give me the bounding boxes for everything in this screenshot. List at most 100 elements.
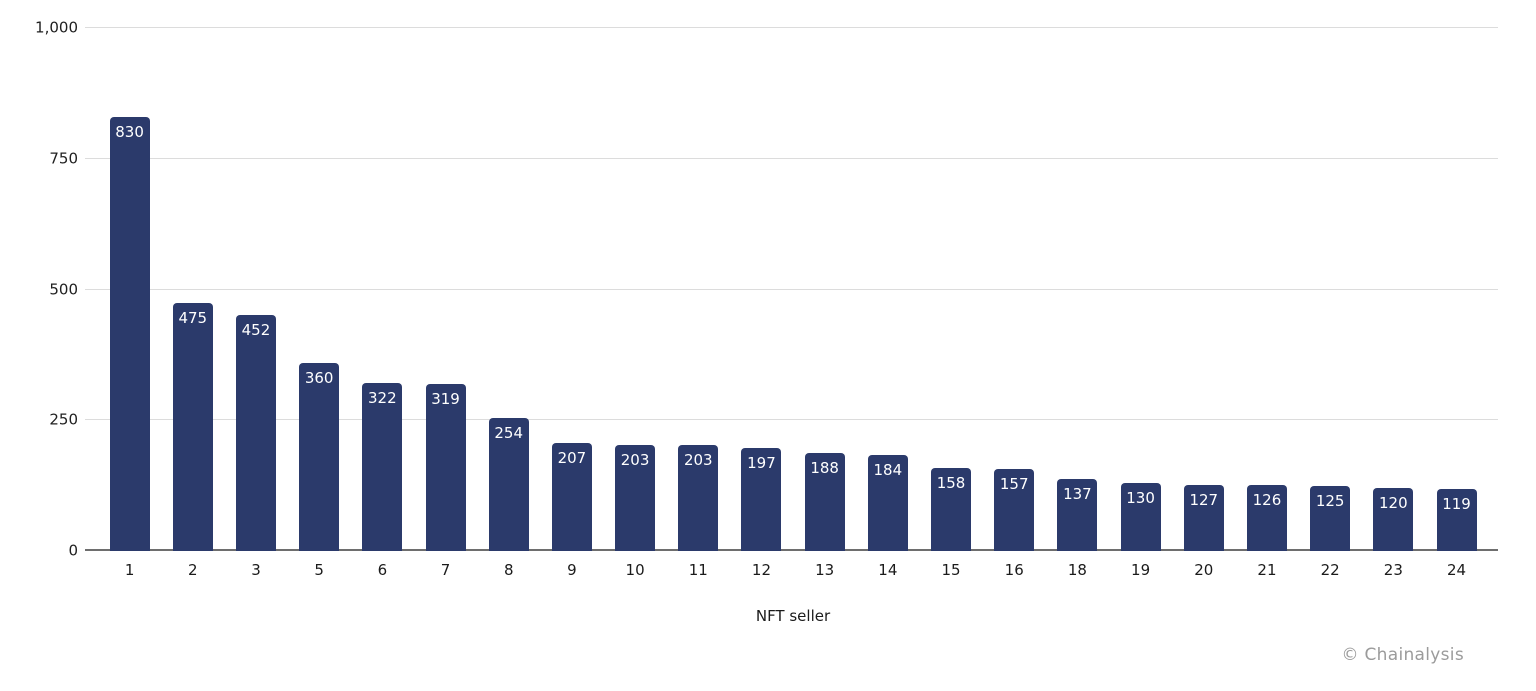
bar-slot: 188: [793, 28, 856, 551]
x-axis-labels: 1 2 3 5 6 7 8 9 10 11 12 13 14 15 16 18 19 20 21 22 23 24: [88, 561, 1498, 579]
plot-area: 830 475 452 360 322 319 254 207 203 203 197 188 184 1…: [85, 27, 1498, 551]
gridline: [85, 288, 1498, 290]
bar-slot: 475: [161, 28, 224, 551]
bar-slot: 137: [1046, 28, 1109, 551]
y-axis-tick-label: 1,000: [35, 18, 78, 37]
bar-value-label: 137: [1063, 485, 1092, 504]
bar: 475: [172, 302, 213, 551]
gridline: [85, 157, 1498, 159]
bar-slot: 254: [477, 28, 540, 551]
bar-value-label: 130: [1126, 489, 1155, 508]
bar-slot: 203: [604, 28, 667, 551]
x-axis-tick-label: 18: [1067, 561, 1087, 579]
x-axis-tick-label: 14: [878, 561, 898, 579]
bar-value-label: 125: [1315, 491, 1345, 510]
bar-slot: 130: [1109, 28, 1172, 551]
bar-value-label: 360: [304, 368, 334, 387]
bar-slot: 157: [983, 28, 1046, 551]
bar-slot: 126: [1235, 28, 1298, 551]
x-axis-tick-label: 8: [503, 561, 514, 579]
y-axis-tick-label: 750: [49, 149, 78, 168]
x-axis-tick-label: 3: [251, 561, 261, 579]
bar: 127: [1183, 484, 1224, 551]
x-axis-tick-label: 2: [188, 561, 198, 579]
y-axis-tick-label: 250: [49, 410, 78, 429]
x-axis-tick-label: 7: [440, 561, 451, 579]
bar-value-label: 197: [747, 453, 776, 472]
bar-value-label: 322: [368, 388, 397, 407]
bar-value-label: 126: [1252, 491, 1282, 510]
bar: 203: [615, 444, 656, 551]
y-axis-tick-label: 500: [49, 280, 78, 298]
bar: 157: [994, 468, 1035, 551]
bar-value-label: 830: [115, 122, 144, 141]
bar-slot: 120: [1362, 28, 1425, 551]
bar-value-label: 475: [178, 308, 208, 327]
bars-layer: 830 475 452 360 322 319 254 207 203 203 197 188 184 1…: [88, 28, 1498, 551]
bar-value-label: 158: [936, 474, 966, 493]
x-axis-tick-label: 13: [815, 561, 835, 579]
bar-slot: 830: [98, 28, 161, 551]
bar: 137: [1057, 479, 1098, 551]
y-axis-tick-label: 0: [68, 541, 78, 560]
x-axis-tick-label: 16: [1004, 561, 1024, 579]
x-axis-tick-label: 20: [1194, 561, 1214, 579]
bar-value-label: 207: [557, 448, 587, 467]
bar: 203: [678, 444, 719, 551]
bar-slot: 125: [1299, 28, 1362, 551]
x-axis-tick-label: 24: [1446, 561, 1467, 579]
bar-slot: 158: [919, 28, 982, 551]
bar: 254: [488, 418, 529, 551]
bar-value-label: 254: [494, 424, 524, 443]
x-axis-tick-label: 1: [124, 561, 135, 579]
x-axis-tick-label: 11: [688, 561, 708, 579]
bar: 158: [931, 468, 972, 551]
x-axis-tick-label: 21: [1257, 561, 1277, 579]
bar-value-label: 120: [1379, 494, 1408, 513]
gridlines: [85, 27, 1498, 551]
gridline: [85, 419, 1498, 421]
bar: 119: [1436, 488, 1477, 551]
x-axis-tick-label: 22: [1320, 561, 1340, 579]
x-axis-tick-label: 9: [567, 561, 577, 579]
x-axis-tick-label: 12: [751, 561, 772, 579]
bar-slot: 452: [224, 28, 287, 551]
bar: 120: [1373, 488, 1414, 551]
attribution: © Chainalysis: [1341, 645, 1464, 665]
bar-slot: 184: [856, 28, 919, 551]
bar: 452: [235, 314, 276, 551]
bar-slot: 203: [667, 28, 730, 551]
bar-slot: 197: [730, 28, 793, 551]
x-axis-tick-label: 6: [377, 561, 388, 579]
x-axis-tick-label: 10: [625, 561, 645, 579]
bar-slot: 319: [414, 28, 477, 551]
bar: 830: [109, 116, 150, 551]
bar-value-label: 119: [1442, 494, 1471, 513]
bar: 184: [867, 454, 908, 551]
bar-value-label: 203: [620, 450, 650, 469]
bar-slot: 360: [288, 28, 351, 551]
bar-slot: 119: [1425, 28, 1488, 551]
bar: 125: [1310, 485, 1351, 551]
bar-value-label: 188: [810, 458, 839, 477]
bar-value-label: 127: [1189, 490, 1219, 509]
x-axis-tick-label: 23: [1383, 561, 1403, 579]
gridline: [85, 27, 1498, 28]
y-axis-labels: 0 250 500 750 1,000: [0, 20, 78, 558]
x-axis-tick-label: 15: [941, 561, 961, 579]
bar: 322: [362, 382, 403, 551]
bar: 207: [551, 442, 592, 551]
bar: 130: [1120, 483, 1161, 551]
bar-slot: 322: [351, 28, 414, 551]
bar-slot: 127: [1172, 28, 1235, 551]
bar: 319: [425, 384, 466, 551]
bar: 197: [741, 447, 782, 551]
bar-value-label: 203: [683, 450, 713, 469]
bar-value-label: 184: [873, 460, 903, 479]
bar-value-label: 319: [431, 390, 460, 409]
bar-slot: 207: [540, 28, 603, 551]
bar-value-label: 452: [241, 320, 271, 339]
bar: 360: [299, 362, 340, 551]
x-axis-line: [85, 549, 1498, 551]
